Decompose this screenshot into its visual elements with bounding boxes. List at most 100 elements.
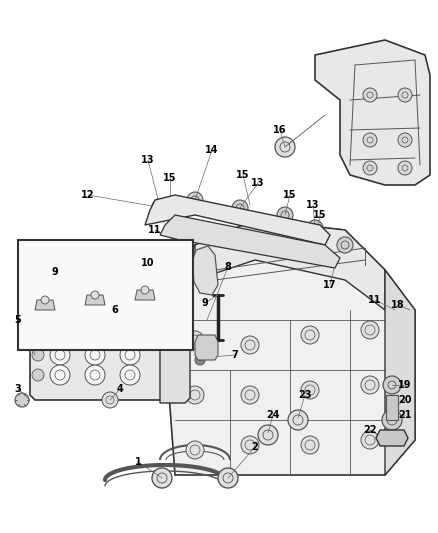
Circle shape	[141, 286, 149, 294]
Circle shape	[85, 325, 105, 345]
Circle shape	[41, 296, 49, 304]
Text: 1: 1	[134, 457, 141, 467]
Circle shape	[102, 392, 118, 408]
Circle shape	[186, 441, 204, 459]
Circle shape	[232, 200, 248, 216]
Text: 16: 16	[273, 125, 287, 135]
Text: 13: 13	[251, 178, 265, 188]
Circle shape	[186, 331, 204, 349]
Polygon shape	[195, 220, 385, 310]
Text: 19: 19	[398, 380, 412, 390]
Polygon shape	[165, 220, 415, 475]
Text: 7: 7	[232, 350, 238, 360]
Polygon shape	[85, 295, 105, 305]
Text: 3: 3	[14, 384, 21, 394]
Circle shape	[50, 325, 70, 345]
Text: 8: 8	[225, 262, 231, 272]
Circle shape	[120, 345, 140, 365]
Circle shape	[383, 376, 401, 394]
Text: 12: 12	[81, 190, 95, 200]
Polygon shape	[160, 215, 340, 268]
Circle shape	[361, 321, 379, 339]
Circle shape	[15, 393, 29, 407]
Circle shape	[152, 199, 168, 215]
Text: 6: 6	[112, 305, 118, 315]
Circle shape	[277, 207, 293, 223]
Circle shape	[301, 326, 319, 344]
Polygon shape	[195, 335, 218, 360]
Polygon shape	[385, 270, 415, 475]
Polygon shape	[386, 395, 398, 420]
Text: 20: 20	[398, 395, 412, 405]
Circle shape	[307, 220, 323, 236]
Text: 9: 9	[201, 298, 208, 308]
Text: 10: 10	[141, 258, 155, 268]
Polygon shape	[192, 246, 218, 295]
Circle shape	[187, 192, 203, 208]
Text: 15: 15	[236, 170, 250, 180]
Circle shape	[361, 376, 379, 394]
Polygon shape	[30, 315, 165, 400]
Circle shape	[32, 349, 44, 361]
Polygon shape	[35, 300, 55, 310]
Text: 14: 14	[205, 145, 219, 155]
Text: 17: 17	[323, 280, 337, 290]
Polygon shape	[145, 195, 330, 245]
Text: 23: 23	[298, 390, 312, 400]
Circle shape	[258, 425, 278, 445]
Text: 18: 18	[391, 300, 405, 310]
Circle shape	[241, 336, 259, 354]
Polygon shape	[135, 290, 155, 300]
Text: 22: 22	[363, 425, 377, 435]
Circle shape	[32, 369, 44, 381]
Circle shape	[195, 355, 205, 365]
Polygon shape	[155, 278, 185, 318]
Circle shape	[218, 468, 238, 488]
Circle shape	[363, 161, 377, 175]
Text: 2: 2	[251, 442, 258, 452]
Text: 11: 11	[368, 295, 382, 305]
Circle shape	[85, 345, 105, 365]
Circle shape	[164, 322, 180, 338]
Circle shape	[363, 133, 377, 147]
Polygon shape	[160, 312, 190, 403]
Circle shape	[164, 352, 180, 368]
Circle shape	[288, 410, 308, 430]
Text: 15: 15	[313, 210, 327, 220]
Text: 13: 13	[141, 155, 155, 165]
Circle shape	[301, 381, 319, 399]
Circle shape	[398, 161, 412, 175]
Polygon shape	[376, 430, 408, 446]
Circle shape	[398, 88, 412, 102]
Circle shape	[120, 365, 140, 385]
Circle shape	[152, 468, 172, 488]
Text: 13: 13	[306, 200, 320, 210]
Text: 9: 9	[52, 267, 58, 277]
Text: 15: 15	[163, 173, 177, 183]
Circle shape	[301, 436, 319, 454]
Circle shape	[50, 345, 70, 365]
Circle shape	[50, 365, 70, 385]
Circle shape	[361, 431, 379, 449]
Circle shape	[241, 436, 259, 454]
Circle shape	[163, 285, 177, 299]
Text: 24: 24	[266, 410, 280, 420]
Bar	[18, 240, 193, 350]
Circle shape	[363, 88, 377, 102]
Text: 21: 21	[398, 410, 412, 420]
Circle shape	[275, 137, 295, 157]
Text: 15: 15	[283, 190, 297, 200]
Circle shape	[164, 377, 180, 393]
Polygon shape	[315, 40, 430, 185]
Text: 4: 4	[117, 384, 124, 394]
Circle shape	[337, 237, 353, 253]
Circle shape	[241, 386, 259, 404]
Circle shape	[382, 410, 402, 430]
Text: 5: 5	[14, 315, 21, 325]
Circle shape	[32, 329, 44, 341]
Text: 11: 11	[148, 225, 162, 235]
Circle shape	[91, 291, 99, 299]
Circle shape	[398, 133, 412, 147]
Circle shape	[85, 365, 105, 385]
Circle shape	[120, 325, 140, 345]
